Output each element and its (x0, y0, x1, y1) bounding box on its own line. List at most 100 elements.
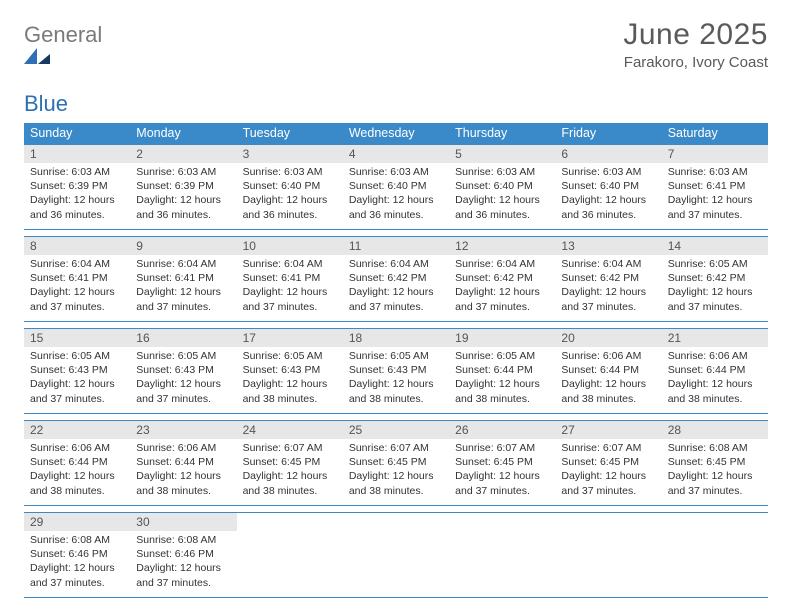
calendar-cell: 9Sunrise: 6:04 AMSunset: 6:41 PMDaylight… (130, 237, 236, 321)
calendar-cell: 16Sunrise: 6:05 AMSunset: 6:43 PMDayligh… (130, 329, 236, 413)
day-number: 19 (449, 329, 555, 347)
day-number: 15 (24, 329, 130, 347)
dow-friday: Friday (555, 123, 661, 144)
calendar-body: 1Sunrise: 6:03 AMSunset: 6:39 PMDaylight… (24, 144, 768, 598)
calendar-cell: 11Sunrise: 6:04 AMSunset: 6:42 PMDayligh… (343, 237, 449, 321)
day-number: 12 (449, 237, 555, 255)
day-data: Sunrise: 6:07 AMSunset: 6:45 PMDaylight:… (343, 439, 449, 498)
calendar-cell: 28Sunrise: 6:08 AMSunset: 6:45 PMDayligh… (662, 421, 768, 505)
calendar-cell: 10Sunrise: 6:04 AMSunset: 6:41 PMDayligh… (237, 237, 343, 321)
dow-header-row: Sunday Monday Tuesday Wednesday Thursday… (24, 123, 768, 144)
location: Farakoro, Ivory Coast (623, 54, 768, 71)
day-number: 29 (24, 513, 130, 531)
day-number: 17 (237, 329, 343, 347)
day-number: 8 (24, 237, 130, 255)
day-data: Sunrise: 6:03 AMSunset: 6:40 PMDaylight:… (449, 163, 555, 222)
calendar-cell: 2Sunrise: 6:03 AMSunset: 6:39 PMDaylight… (130, 145, 236, 229)
day-number: 13 (555, 237, 661, 255)
day-data: Sunrise: 6:07 AMSunset: 6:45 PMDaylight:… (449, 439, 555, 498)
day-number: 16 (130, 329, 236, 347)
calendar-week: 29Sunrise: 6:08 AMSunset: 6:46 PMDayligh… (24, 512, 768, 598)
brand-sail-icon (24, 48, 102, 65)
day-data: Sunrise: 6:06 AMSunset: 6:44 PMDaylight:… (130, 439, 236, 498)
day-data: Sunrise: 6:03 AMSunset: 6:39 PMDaylight:… (130, 163, 236, 222)
calendar-cell: 25Sunrise: 6:07 AMSunset: 6:45 PMDayligh… (343, 421, 449, 505)
calendar-week: 22Sunrise: 6:06 AMSunset: 6:44 PMDayligh… (24, 420, 768, 506)
day-number: 5 (449, 145, 555, 163)
day-number: 3 (237, 145, 343, 163)
day-data: Sunrise: 6:03 AMSunset: 6:41 PMDaylight:… (662, 163, 768, 222)
day-number: 30 (130, 513, 236, 531)
day-number: 28 (662, 421, 768, 439)
day-number: 6 (555, 145, 661, 163)
month-title: June 2025 (623, 18, 768, 52)
day-data: Sunrise: 6:03 AMSunset: 6:40 PMDaylight:… (555, 163, 661, 222)
day-data: Sunrise: 6:07 AMSunset: 6:45 PMDaylight:… (555, 439, 661, 498)
brand-logo: GeneralBlue (24, 18, 102, 117)
day-data: Sunrise: 6:04 AMSunset: 6:42 PMDaylight:… (449, 255, 555, 314)
calendar-cell: 30Sunrise: 6:08 AMSunset: 6:46 PMDayligh… (130, 513, 236, 597)
day-data: Sunrise: 6:03 AMSunset: 6:40 PMDaylight:… (343, 163, 449, 222)
calendar-week: 8Sunrise: 6:04 AMSunset: 6:41 PMDaylight… (24, 236, 768, 322)
calendar-cell: 24Sunrise: 6:07 AMSunset: 6:45 PMDayligh… (237, 421, 343, 505)
day-data: Sunrise: 6:05 AMSunset: 6:43 PMDaylight:… (24, 347, 130, 406)
day-data: Sunrise: 6:05 AMSunset: 6:43 PMDaylight:… (237, 347, 343, 406)
day-data: Sunrise: 6:05 AMSunset: 6:42 PMDaylight:… (662, 255, 768, 314)
calendar-cell: 6Sunrise: 6:03 AMSunset: 6:40 PMDaylight… (555, 145, 661, 229)
calendar-cell: 14Sunrise: 6:05 AMSunset: 6:42 PMDayligh… (662, 237, 768, 321)
calendar-cell: 15Sunrise: 6:05 AMSunset: 6:43 PMDayligh… (24, 329, 130, 413)
calendar-cell-empty: . (237, 513, 343, 597)
day-data: Sunrise: 6:06 AMSunset: 6:44 PMDaylight:… (555, 347, 661, 406)
day-number: 11 (343, 237, 449, 255)
day-data: Sunrise: 6:05 AMSunset: 6:43 PMDaylight:… (343, 347, 449, 406)
dow-monday: Monday (130, 123, 236, 144)
day-number: 21 (662, 329, 768, 347)
calendar: Sunday Monday Tuesday Wednesday Thursday… (24, 123, 768, 598)
day-data: Sunrise: 6:05 AMSunset: 6:44 PMDaylight:… (449, 347, 555, 406)
day-data: Sunrise: 6:08 AMSunset: 6:46 PMDaylight:… (24, 531, 130, 590)
dow-saturday: Saturday (662, 123, 768, 144)
header: GeneralBlue June 2025 Farakoro, Ivory Co… (24, 18, 768, 117)
dow-sunday: Sunday (24, 123, 130, 144)
calendar-week: 15Sunrise: 6:05 AMSunset: 6:43 PMDayligh… (24, 328, 768, 414)
day-data: Sunrise: 6:04 AMSunset: 6:42 PMDaylight:… (555, 255, 661, 314)
calendar-cell: 29Sunrise: 6:08 AMSunset: 6:46 PMDayligh… (24, 513, 130, 597)
day-data: Sunrise: 6:04 AMSunset: 6:41 PMDaylight:… (24, 255, 130, 314)
day-number: 7 (662, 145, 768, 163)
day-data: Sunrise: 6:06 AMSunset: 6:44 PMDaylight:… (24, 439, 130, 498)
calendar-cell: 13Sunrise: 6:04 AMSunset: 6:42 PMDayligh… (555, 237, 661, 321)
day-data: Sunrise: 6:07 AMSunset: 6:45 PMDaylight:… (237, 439, 343, 498)
calendar-week: 1Sunrise: 6:03 AMSunset: 6:39 PMDaylight… (24, 144, 768, 230)
calendar-cell: 7Sunrise: 6:03 AMSunset: 6:41 PMDaylight… (662, 145, 768, 229)
day-number: 9 (130, 237, 236, 255)
day-data: Sunrise: 6:04 AMSunset: 6:41 PMDaylight:… (130, 255, 236, 314)
calendar-cell: 1Sunrise: 6:03 AMSunset: 6:39 PMDaylight… (24, 145, 130, 229)
calendar-cell: 4Sunrise: 6:03 AMSunset: 6:40 PMDaylight… (343, 145, 449, 229)
calendar-cell: 26Sunrise: 6:07 AMSunset: 6:45 PMDayligh… (449, 421, 555, 505)
day-number: 20 (555, 329, 661, 347)
day-number: 4 (343, 145, 449, 163)
calendar-cell: 23Sunrise: 6:06 AMSunset: 6:44 PMDayligh… (130, 421, 236, 505)
day-number: 27 (555, 421, 661, 439)
day-number: 2 (130, 145, 236, 163)
calendar-cell: 17Sunrise: 6:05 AMSunset: 6:43 PMDayligh… (237, 329, 343, 413)
day-number: 23 (130, 421, 236, 439)
calendar-cell-empty: . (555, 513, 661, 597)
calendar-cell: 27Sunrise: 6:07 AMSunset: 6:45 PMDayligh… (555, 421, 661, 505)
calendar-cell-empty: . (343, 513, 449, 597)
day-data: Sunrise: 6:03 AMSunset: 6:39 PMDaylight:… (24, 163, 130, 222)
day-data: Sunrise: 6:06 AMSunset: 6:44 PMDaylight:… (662, 347, 768, 406)
day-data: Sunrise: 6:08 AMSunset: 6:45 PMDaylight:… (662, 439, 768, 498)
day-data: Sunrise: 6:04 AMSunset: 6:41 PMDaylight:… (237, 255, 343, 314)
dow-tuesday: Tuesday (237, 123, 343, 144)
day-number: 25 (343, 421, 449, 439)
calendar-cell: 8Sunrise: 6:04 AMSunset: 6:41 PMDaylight… (24, 237, 130, 321)
day-data: Sunrise: 6:05 AMSunset: 6:43 PMDaylight:… (130, 347, 236, 406)
dow-wednesday: Wednesday (343, 123, 449, 144)
dow-thursday: Thursday (449, 123, 555, 144)
day-number: 1 (24, 145, 130, 163)
calendar-cell: 12Sunrise: 6:04 AMSunset: 6:42 PMDayligh… (449, 237, 555, 321)
day-number: 10 (237, 237, 343, 255)
calendar-cell: 19Sunrise: 6:05 AMSunset: 6:44 PMDayligh… (449, 329, 555, 413)
calendar-cell: 18Sunrise: 6:05 AMSunset: 6:43 PMDayligh… (343, 329, 449, 413)
